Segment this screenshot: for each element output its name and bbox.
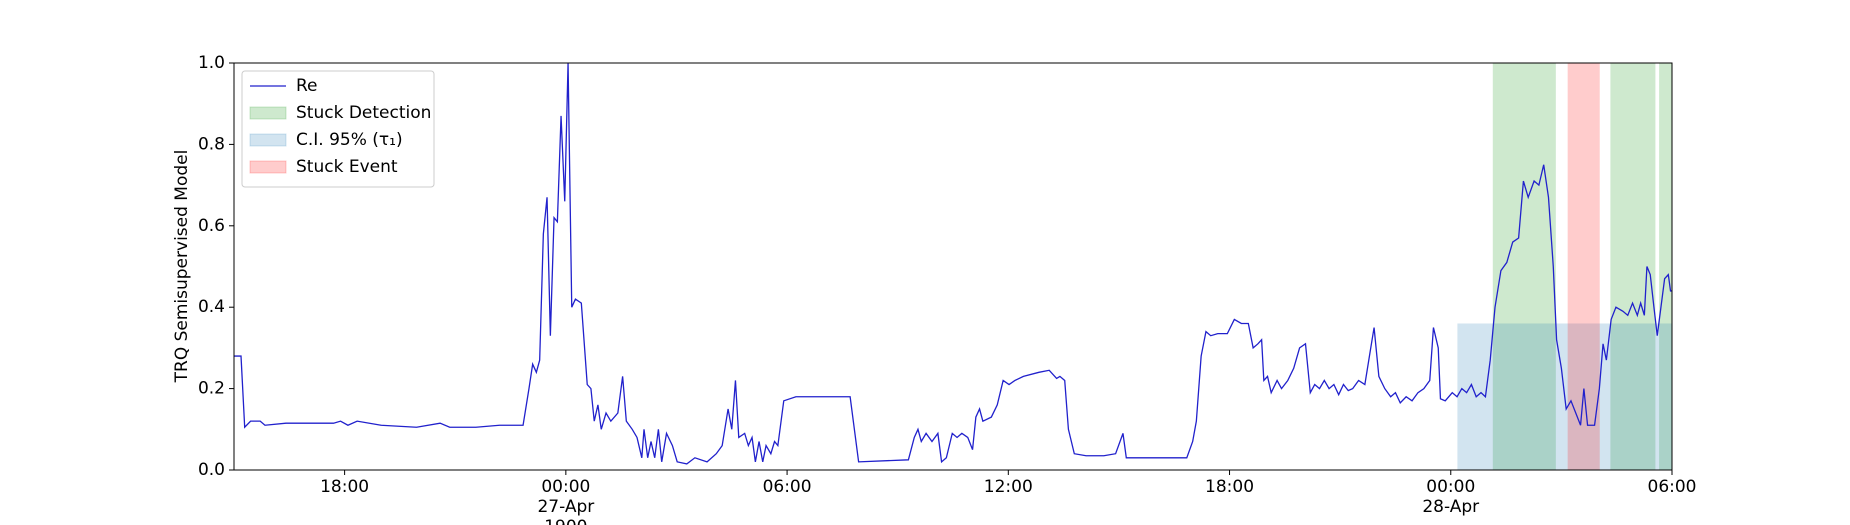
- x-tick-label: 06:00: [1648, 477, 1697, 497]
- shaded-span: [1567, 63, 1600, 470]
- x-tick-label: 18:00: [1205, 477, 1254, 497]
- x-tick-label: 00:00: [1426, 477, 1475, 497]
- y-tick-label: 0.6: [198, 216, 225, 236]
- y-tick-label: 0.8: [198, 134, 225, 154]
- x-date-label: 1900: [544, 517, 587, 525]
- x-tick-label: 00:00: [541, 477, 590, 497]
- x-date-label: 27-Apr: [537, 497, 594, 517]
- legend-label: Re: [296, 76, 318, 96]
- shaded-span: [1659, 63, 1672, 470]
- legend-patch: [249, 106, 287, 120]
- legend-label: Stuck Detection: [296, 103, 431, 123]
- x-date-label: 28-Apr: [1422, 497, 1479, 517]
- plot-frame: [233, 62, 1673, 471]
- y-axis-label: TRQ Semisupervised Model: [172, 150, 192, 384]
- x-tick-label: 12:00: [984, 477, 1033, 497]
- y-tick-label: 0.0: [198, 460, 225, 480]
- shaded-span: [1610, 63, 1656, 470]
- legend-patch: [249, 160, 287, 174]
- x-tick-label: 06:00: [763, 477, 812, 497]
- data-line: [234, 62, 1672, 465]
- y-tick-label: 1.0: [198, 53, 225, 73]
- x-tick-label: 18:00: [320, 477, 369, 497]
- legend-label: Stuck Event: [296, 157, 398, 177]
- legend-box: [241, 70, 435, 188]
- y-tick-label: 0.4: [198, 297, 225, 317]
- legend-label: C.I. 95% (τ₁): [296, 130, 403, 150]
- legend: Re Stuck Detection C.I. 95% (τ₁) Stuck Even…: [241, 70, 435, 188]
- y-tick-label: 0.2: [198, 379, 225, 399]
- legend-patch: [249, 133, 287, 147]
